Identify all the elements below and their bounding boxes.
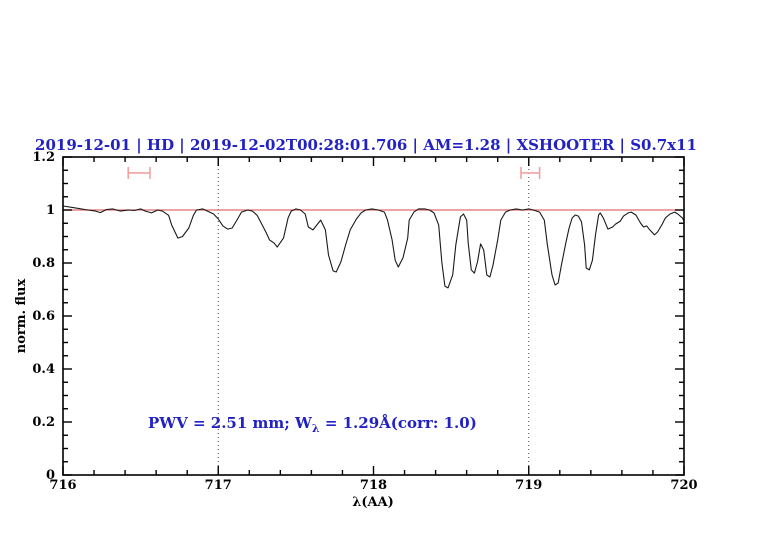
chart-background-layer (63, 157, 684, 475)
y-axis-label: norm. flux (14, 279, 29, 354)
y-tick-label: 0.4 (32, 362, 55, 377)
pwv-annotation-subscript: λ (312, 422, 320, 435)
range-marker (127, 166, 151, 179)
y-tick-label: 1 (46, 203, 55, 218)
x-tick-label: 720 (670, 478, 697, 493)
spectrum-line (62, 205, 685, 289)
chart-data-layer (62, 205, 685, 289)
x-tick-label: 717 (205, 478, 232, 493)
y-tick-label: 0.2 (32, 415, 55, 430)
x-tick-label: 718 (360, 478, 387, 493)
chart-axes-layer: 716 717 718 719 720 0 0.2 0.4 0.6 0.8 1 1.2 (32, 150, 697, 493)
y-tick-label: 0.8 (32, 256, 55, 271)
pwv-annotation-main: PWV = 2.51 mm; W (148, 414, 313, 432)
x-tick-label: 716 (49, 478, 76, 493)
pwv-annotation-tail: = 1.29Å(corr: 1.0) (320, 414, 477, 432)
x-tick-label: 719 (515, 478, 542, 493)
pwv-annotation: PWV = 2.51 mm; Wλ = 1.29Å(corr: 1.0) (148, 414, 477, 435)
y-tick-label: 1.2 (32, 150, 55, 165)
x-axis-label: λ(AA) (352, 495, 394, 510)
plot-title: 2019-12-01 | HD | 2019-12-02T00:28:01.70… (35, 136, 697, 154)
range-marker (520, 166, 541, 179)
y-tick-label: 0 (46, 468, 55, 483)
y-tick-label: 0.6 (32, 309, 55, 324)
